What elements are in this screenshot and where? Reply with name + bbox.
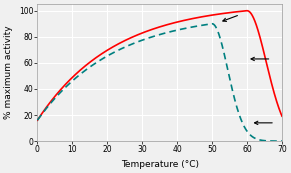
Y-axis label: % maximum activity: % maximum activity: [4, 26, 13, 119]
X-axis label: Temperature (°C): Temperature (°C): [121, 160, 199, 169]
